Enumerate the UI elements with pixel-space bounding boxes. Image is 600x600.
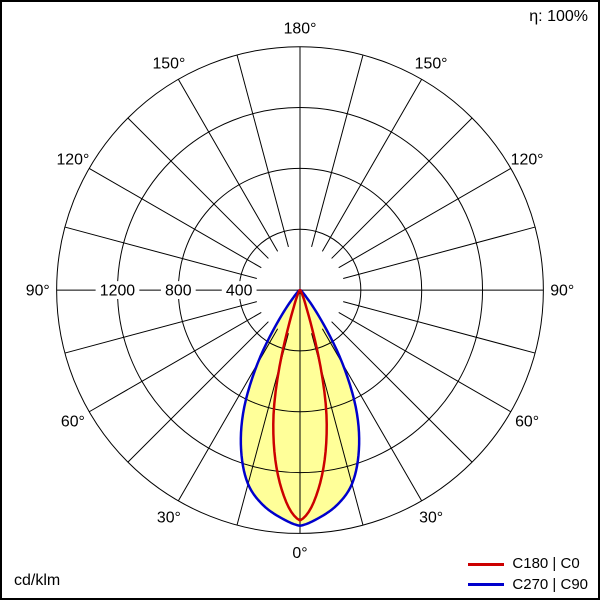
grid-spoke	[127, 321, 269, 463]
grid-spoke	[338, 311, 512, 413]
curve-c180-c0	[272, 288, 328, 522]
legend: C180 | C0 C270 | C90	[468, 555, 588, 594]
angle-label: 120°	[56, 151, 89, 168]
efficiency-label: η: 100%	[529, 8, 588, 25]
angle-label: 60°	[515, 414, 539, 431]
intensity-curves	[239, 288, 361, 528]
angle-label: 150°	[415, 55, 448, 72]
radial-label-backing	[95, 281, 140, 300]
radial-labels: 400 800 1200	[95, 281, 257, 300]
legend-line-c180-c0-icon	[468, 562, 505, 566]
grid-spoke	[236, 54, 289, 248]
grid-spoke	[177, 79, 279, 252]
radial-tick-label: 400	[226, 283, 253, 300]
polar-grid	[56, 46, 544, 534]
grid-spoke	[311, 54, 364, 248]
grid-spoke	[127, 117, 269, 259]
radial-label-backing	[221, 281, 257, 300]
angle-label: 90°	[550, 283, 574, 300]
radial-label-backing	[160, 281, 196, 300]
radial-tick-label: 1200	[100, 283, 135, 300]
angle-label: 90°	[26, 283, 50, 300]
grid-spoke	[343, 301, 536, 354]
legend-line-c270-c90-icon	[468, 583, 505, 587]
angle-labels: 0° 30° 30° 60° 60° 90° 90° 120° 120° 150° 150° 180°	[26, 20, 574, 561]
unit-label: cd/klm	[14, 572, 61, 589]
grid-spoke	[64, 226, 257, 279]
angle-label: 0°	[292, 545, 307, 562]
legend-label-c180-c0: C180 | C0	[512, 555, 580, 572]
grid-spoke	[321, 79, 423, 252]
legend-label-c270-c90: C270 | C90	[512, 575, 588, 593]
angle-label: 60°	[61, 414, 85, 431]
grid-spoke	[343, 226, 536, 279]
grid-spoke	[331, 321, 473, 463]
grid-spoke	[88, 167, 262, 269]
legend-item-c270-c90: C270 | C90	[468, 575, 588, 594]
angle-label: 180°	[284, 20, 317, 37]
grid-spoke	[88, 311, 262, 413]
radial-tick-label: 800	[165, 283, 192, 300]
grid-spoke	[338, 167, 512, 269]
legend-item-c180-c0: C180 | C0	[468, 555, 588, 573]
angle-label: 120°	[511, 151, 544, 168]
grid-spoke	[331, 117, 473, 259]
angle-label: 30°	[419, 510, 443, 527]
angle-label: 150°	[152, 55, 185, 72]
grid-spoke	[64, 301, 257, 354]
angle-label: 30°	[157, 510, 181, 527]
